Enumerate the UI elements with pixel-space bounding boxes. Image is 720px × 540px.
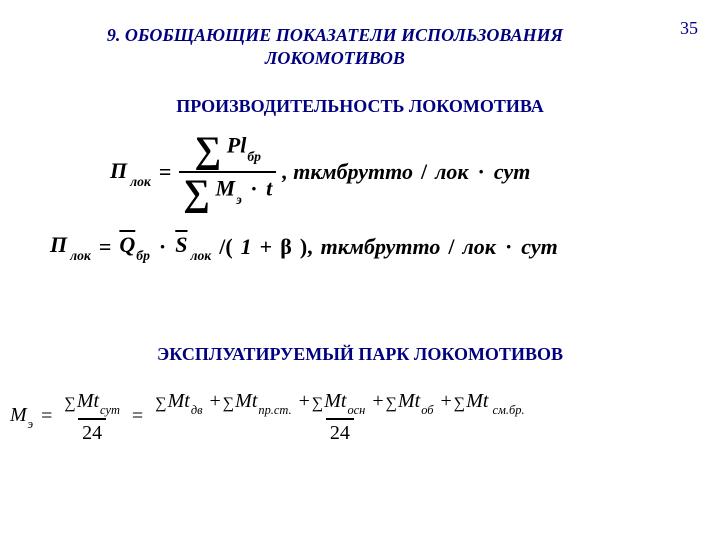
var-Mt: Mt — [168, 390, 190, 412]
var-P: П — [50, 232, 67, 257]
var-Mt: Mt — [235, 390, 257, 412]
close-paren: ), — [298, 234, 315, 260]
formula-productivity-1: Плок = ∑ Plбр ∑ Mэ · t , ткмбрутто / лок… — [110, 132, 630, 213]
equals-sign: = — [97, 234, 114, 260]
one: 1 — [241, 234, 252, 260]
units-sut: сут — [521, 234, 558, 260]
plus-sign: + — [258, 234, 275, 260]
fraction-sut: ∑Mtсут 24 — [60, 390, 124, 444]
den-24: 24 — [78, 418, 106, 444]
sub-e: э — [236, 192, 242, 207]
var-Sbar: S — [175, 232, 187, 257]
sigma-icon: ∑ — [386, 395, 397, 413]
var-beta: β — [280, 234, 292, 260]
var-Qbar: Q — [119, 232, 135, 257]
slide-page: 35 9. ОБОБЩАЮЩИЕ ПОКАЗАТЕЛИ ИСПОЛЬЗОВАНИ… — [0, 0, 720, 540]
fraction-1: ∑ Plбр ∑ Mэ · t — [179, 132, 276, 213]
subtitle-productivity: ПРОИЗВОДИТЕЛЬНОСТЬ ЛОКОМОТИВА — [0, 96, 720, 117]
subtitle-fleet: ЭКСПЛУАТИРУЕМЫЙ ПАРК ЛОКОМОТИВОВ — [0, 344, 720, 365]
sub-e: э — [28, 417, 33, 431]
sigma-icon: ∑ — [155, 395, 166, 413]
section-title: 9. ОБОБЩАЮЩИЕ ПОКАЗАТЕЛИ ИСПОЛЬЗОВАНИЯ Л… — [50, 24, 620, 69]
sub-lok: лок — [130, 174, 151, 189]
equals-sign: = — [39, 405, 54, 428]
equals-sign: = — [130, 405, 145, 428]
sigma-icon: ∑ — [312, 395, 323, 413]
var-Mt: Mt — [466, 390, 488, 412]
sub-ob: об — [421, 403, 433, 417]
formula-fleet: Mэ = ∑Mtсут 24 = ∑Mtдв +∑Mtпр.ст. +∑Mtос… — [10, 390, 710, 444]
var-Mt: Mt — [398, 390, 420, 412]
var-t: t — [266, 176, 272, 201]
sub-sut: сут — [100, 403, 120, 417]
units-lok: лок — [463, 234, 496, 260]
sub-lok: лок — [70, 248, 91, 263]
var-Pl: Pl — [227, 133, 247, 158]
sigma-icon: ∑ — [64, 395, 75, 413]
units-tkmbrutto: , ткмбрутто — [282, 159, 413, 185]
sub-dv: дв — [191, 403, 203, 417]
var-Mt: Mt — [324, 390, 346, 412]
sigma-icon: ∑ — [195, 132, 222, 169]
var-Mt: Mt — [77, 390, 99, 412]
sub-osn: осн — [347, 403, 365, 417]
var-M: M — [216, 176, 236, 201]
sub-smbr: см.бр. — [493, 403, 525, 417]
var-P: П — [110, 158, 127, 183]
sub-prst: пр.ст. — [258, 403, 291, 417]
equals-sign: = — [157, 159, 174, 185]
den-24: 24 — [326, 418, 354, 444]
fraction-expanded: ∑Mtдв +∑Mtпр.ст. +∑Mtосн +∑Mtоб +∑Mt см.… — [151, 390, 528, 444]
units-tkmbrutto: ткмбрутто — [321, 234, 441, 260]
sub-lok: лок — [191, 248, 212, 263]
slash: / — [419, 159, 429, 185]
page-number: 35 — [680, 18, 698, 39]
units-sut: сут — [494, 159, 531, 185]
var-M: M — [10, 404, 27, 426]
sigma-icon: ∑ — [454, 395, 465, 413]
slash: / — [446, 234, 456, 260]
sigma-icon: ∑ — [223, 395, 234, 413]
sub-br: бр — [247, 149, 261, 164]
units-lok: лок — [435, 159, 468, 185]
formula-productivity-2: Плок = Qбр · Sлок /(1 + β ), ткмбрутто /… — [50, 232, 670, 261]
sigma-icon: ∑ — [183, 175, 210, 212]
divider-open: /( — [217, 234, 234, 260]
sub-br: бр — [136, 248, 150, 263]
